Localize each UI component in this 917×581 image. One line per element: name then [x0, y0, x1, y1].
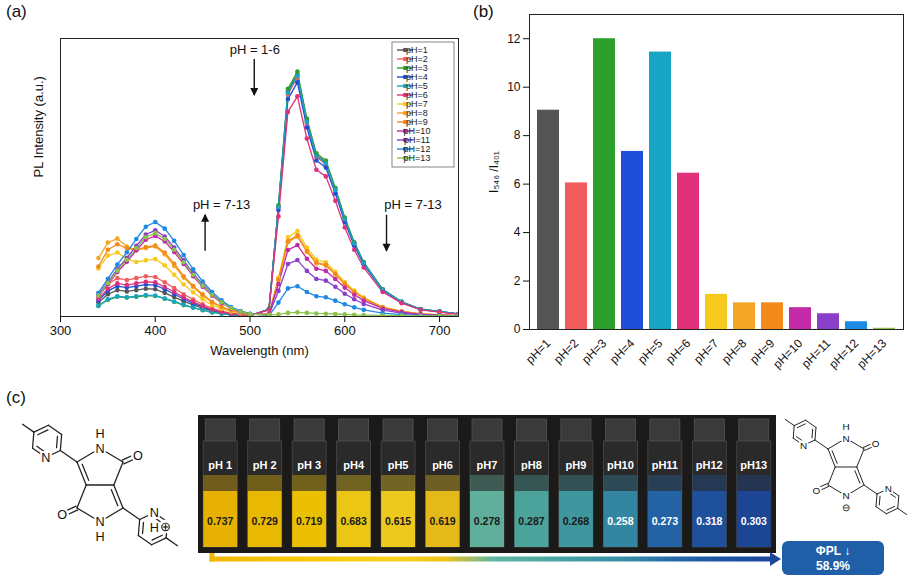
svg-text:2: 2 [514, 274, 521, 288]
svg-text:700: 700 [429, 323, 451, 338]
svg-text:0.737: 0.737 [207, 515, 233, 527]
svg-text:O: O [872, 438, 880, 449]
svg-text:pH = 1-6: pH = 1-6 [230, 42, 280, 57]
svg-text:pH 2: pH 2 [253, 459, 277, 471]
svg-text:H: H [842, 421, 849, 432]
svg-text:pH=6: pH=6 [663, 336, 694, 367]
svg-text:pH=5: pH=5 [406, 81, 428, 92]
svg-text:pH=9: pH=9 [406, 117, 428, 128]
html-text:(b): (b) [473, 2, 494, 21]
svg-text:N: N [41, 451, 50, 465]
svg-text:400: 400 [144, 323, 166, 338]
svg-text:⊕: ⊕ [160, 520, 171, 534]
svg-text:pH=6: pH=6 [406, 90, 428, 101]
svg-text:pH7: pH7 [477, 459, 498, 471]
svg-text:pH4: pH4 [343, 459, 365, 471]
svg-text:pH=4: pH=4 [607, 336, 638, 367]
svg-text:12: 12 [507, 32, 521, 46]
svg-text:PL Intensity (a.u.): PL Intensity (a.u.) [31, 76, 46, 177]
svg-text:pH13: pH13 [740, 459, 767, 471]
svg-text:pH=12: pH=12 [826, 336, 861, 371]
svg-text:pH10: pH10 [607, 459, 634, 471]
html-text:(a): (a) [6, 2, 27, 21]
svg-text:Wavelength (nm): Wavelength (nm) [210, 343, 309, 358]
svg-text:pH6: pH6 [432, 459, 453, 471]
svg-text:10: 10 [507, 80, 521, 94]
svg-text:pH9: pH9 [566, 459, 587, 471]
svg-text:pH=13: pH=13 [854, 336, 889, 371]
svg-text:300: 300 [50, 323, 72, 338]
svg-text:H: H [95, 530, 104, 544]
svg-text:0: 0 [514, 322, 521, 336]
svg-text:pH=13: pH=13 [404, 153, 431, 163]
svg-text:pH=11: pH=11 [403, 135, 431, 146]
svg-text:pH=2: pH=2 [406, 54, 428, 65]
svg-text:pH=12: pH=12 [403, 144, 431, 155]
svg-text:0.273: 0.273 [652, 515, 678, 527]
svg-text:N: N [800, 440, 807, 451]
svg-text:pH = 7-13: pH = 7-13 [193, 197, 250, 212]
svg-text:I₅₄₆ /I₄₀₁: I₅₄₆ /I₄₀₁ [487, 151, 501, 193]
svg-text:pH=4: pH=4 [406, 72, 428, 83]
svg-text:0.719: 0.719 [296, 515, 322, 527]
svg-text:8: 8 [514, 128, 521, 142]
svg-text:H: H [150, 521, 159, 535]
svg-text:N: N [842, 490, 849, 501]
svg-text:pH 3: pH 3 [297, 459, 321, 471]
svg-text:pH12: pH12 [696, 459, 723, 471]
svg-text:pH=8: pH=8 [406, 108, 428, 119]
svg-text:O: O [812, 485, 820, 496]
svg-text:0.615: 0.615 [385, 515, 411, 527]
svg-text:0.287: 0.287 [518, 515, 544, 527]
svg-text:pH11: pH11 [652, 459, 678, 471]
svg-text:ΦPL ↓: ΦPL ↓ [816, 544, 850, 558]
svg-text:O: O [133, 449, 143, 463]
svg-text:pH=10: pH=10 [770, 336, 805, 371]
svg-text:0.318: 0.318 [696, 515, 722, 527]
svg-text:pH = 7-13: pH = 7-13 [384, 197, 441, 212]
svg-text:0.268: 0.268 [563, 515, 589, 527]
svg-text:pH 1: pH 1 [208, 459, 232, 471]
svg-text:500: 500 [239, 323, 261, 338]
svg-text:pH5: pH5 [388, 459, 409, 471]
svg-text:pH=10: pH=10 [403, 126, 431, 137]
svg-text:⊖: ⊖ [842, 502, 850, 513]
svg-text:pH=11: pH=11 [799, 336, 834, 371]
svg-text:6: 6 [514, 177, 521, 191]
svg-text:pH=3: pH=3 [579, 336, 610, 367]
svg-text:H: H [95, 427, 104, 441]
svg-text:600: 600 [334, 323, 356, 338]
svg-text:0.303: 0.303 [741, 515, 767, 527]
svg-text:pH=1: pH=1 [523, 336, 554, 367]
svg-text:pH=8: pH=8 [719, 336, 750, 367]
svg-text:pH8: pH8 [521, 459, 542, 471]
svg-text:pH=9: pH=9 [746, 336, 778, 367]
svg-text:58.9%: 58.9% [816, 559, 850, 573]
svg-text:(c): (c) [6, 388, 26, 407]
svg-text:N: N [95, 442, 104, 456]
svg-text:N: N [842, 433, 849, 444]
svg-text:0.729: 0.729 [252, 515, 278, 527]
svg-text:pH=2: pH=2 [551, 336, 582, 367]
svg-text:pH=3: pH=3 [406, 63, 428, 74]
svg-text:0.683: 0.683 [340, 515, 366, 527]
svg-text:0.278: 0.278 [474, 515, 500, 527]
svg-text:pH=1: pH=1 [406, 45, 428, 56]
svg-text:O: O [57, 508, 67, 522]
svg-text:0.258: 0.258 [607, 515, 633, 527]
svg-text:N: N [150, 506, 159, 520]
svg-text:pH=7: pH=7 [406, 99, 428, 110]
svg-text:pH=5: pH=5 [635, 336, 666, 367]
svg-text:N: N [885, 483, 892, 494]
svg-text:N: N [95, 515, 104, 529]
svg-text:0.619: 0.619 [429, 515, 455, 527]
svg-text:4: 4 [514, 225, 521, 239]
svg-text:pH=7: pH=7 [691, 336, 722, 367]
